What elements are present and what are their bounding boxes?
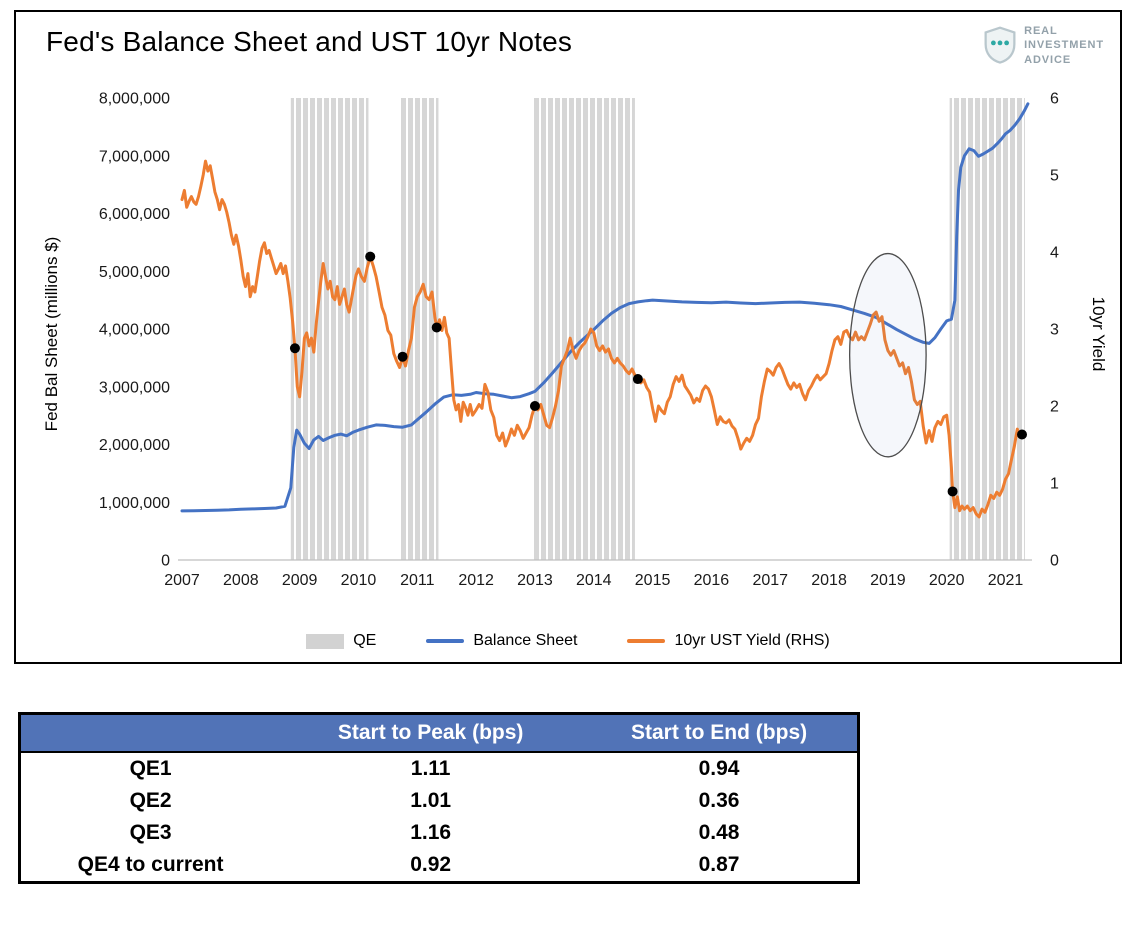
y-right-tick-label: 4	[1050, 245, 1059, 262]
x-tick-label: 2019	[870, 572, 906, 589]
start-to-peak-value: 1.16	[410, 821, 452, 844]
legend-label-balance-sheet: Balance Sheet	[473, 632, 578, 649]
chart-legend: QE Balance Sheet 10yr UST Yield (RHS)	[16, 632, 1120, 650]
x-tick-label: 2018	[811, 572, 847, 589]
start-to-end-value: 0.87	[698, 853, 740, 876]
x-tick-label: 2012	[458, 572, 494, 589]
ria-shield-icon	[984, 26, 1016, 65]
x-tick-label: 2021	[988, 572, 1024, 589]
qe-marker-dot	[397, 351, 408, 362]
qe-marker-dot	[529, 401, 540, 411]
y-left-tick-label: 0	[161, 553, 170, 570]
col-header-start-to-end: Start to End (bps)	[581, 715, 857, 753]
y-left-tick-label: 5,000,000	[99, 264, 170, 281]
x-tick-label: 2007	[164, 572, 200, 589]
ellipse-annotation	[848, 252, 927, 458]
start-to-peak-value: 0.92	[410, 853, 452, 876]
start-to-end-value: 0.36	[698, 789, 740, 812]
legend-item-qe: QE	[306, 632, 376, 650]
ria-logo: REAL INVESTMENT ADVICE	[983, 24, 1104, 67]
qe-table: Start to Peak (bps) Start to End (bps) Q…	[18, 712, 860, 884]
x-tick-label: 2013	[517, 572, 553, 589]
table-row: QE3 1.16 0.48	[21, 817, 857, 849]
yield-line	[180, 159, 1024, 519]
legend-item-yield: 10yr UST Yield (RHS)	[627, 632, 830, 650]
y-right-tick-label: 3	[1050, 322, 1059, 339]
chart-svg: 0 1,000,000 2,000,000 3,000,000 4,000,000 5,0…	[99, 91, 1059, 590]
table-body: QE1 1.11 0.94 QE2 1.01 0.36 QE3 1.16 0.48 QE4 to …	[21, 752, 857, 881]
row-label: QE4 to current	[77, 853, 224, 876]
row-label: QE2	[129, 789, 172, 812]
legend-item-balance-sheet: Balance Sheet	[426, 632, 577, 650]
qe-band	[949, 98, 1025, 560]
logo-line-3: ADVICE	[1024, 53, 1072, 66]
x-tick-label: 2015	[635, 572, 671, 589]
qe-marker-dot	[289, 343, 300, 354]
y-right-tick-label: 0	[1050, 553, 1059, 570]
logo-line-1: REAL	[1024, 25, 1058, 37]
qe-marker-dot	[1017, 429, 1027, 440]
x-tick-label: 2016	[694, 572, 730, 589]
table-row: QE1 1.11 0.94	[21, 752, 857, 785]
table-row: QE2 1.01 0.36	[21, 785, 857, 817]
col-header-start-to-peak: Start to Peak (bps)	[280, 715, 582, 753]
x-tick-label: 2014	[576, 572, 612, 589]
y-left-tick-label: 6,000,000	[99, 206, 170, 223]
y-right-tick-label: 5	[1050, 168, 1059, 185]
x-tick-label: 2020	[929, 572, 965, 589]
balance-sheet-line	[180, 102, 1030, 513]
qe-band	[290, 98, 369, 560]
col-header-blank	[21, 715, 281, 753]
yield-swatch	[627, 639, 666, 643]
qe-marker-dot	[632, 374, 643, 385]
qe-band	[532, 98, 635, 560]
x-tick-label: 2011	[400, 572, 435, 589]
legend-label-yield: 10yr UST Yield (RHS)	[674, 632, 830, 649]
balance-sheet-swatch	[426, 639, 465, 643]
start-to-peak-value: 1.01	[410, 789, 452, 812]
y-right-tick-label: 6	[1050, 91, 1059, 108]
y-right-tick-label: 1	[1050, 476, 1059, 493]
start-to-end-value: 0.94	[698, 757, 740, 780]
ria-logo-text: REAL INVESTMENT ADVICE	[1024, 24, 1104, 67]
logo-line-2: INVESTMENT	[1024, 39, 1104, 52]
y-left-tick-label: 4,000,000	[99, 322, 170, 339]
chart-title: Fed's Balance Sheet and UST 10yr Notes	[46, 26, 573, 57]
qe-marker-dot	[947, 486, 958, 497]
y-left-tick-label: 8,000,000	[99, 91, 170, 108]
y-left-tick-label: 7,000,000	[99, 148, 170, 165]
table-row: QE4 to current 0.92 0.87	[21, 849, 857, 881]
start-to-end-value: 0.48	[698, 821, 740, 844]
chart-panel: 0 1,000,000 2,000,000 3,000,000 4,000,000 5,0…	[14, 10, 1122, 664]
y-left-tick-label: 3,000,000	[99, 379, 170, 396]
table-header-row: Start to Peak (bps) Start to End (bps)	[21, 715, 857, 753]
y-left-axis-title: Fed Bal Sheet (millions $)	[42, 236, 61, 432]
x-tick-label: 2008	[223, 572, 259, 589]
row-label: QE1	[129, 757, 172, 780]
y-right-axis-title: 10yr Yield	[1089, 296, 1108, 372]
legend-label-qe: QE	[353, 632, 377, 649]
qe-marker-dot	[365, 251, 376, 262]
x-tick-label: 2017	[752, 572, 788, 589]
y-left-tick-label: 2,000,000	[99, 437, 170, 454]
qe-marker-dot	[431, 322, 442, 333]
y-right-tick-label: 2	[1050, 399, 1059, 416]
qe-band-swatch	[306, 633, 345, 649]
start-to-peak-value: 1.11	[410, 757, 451, 780]
x-tick-label: 2009	[282, 572, 318, 589]
row-label: QE3	[129, 821, 172, 844]
x-tick-label: 2010	[341, 572, 377, 589]
y-left-tick-label: 1,000,000	[99, 495, 170, 512]
